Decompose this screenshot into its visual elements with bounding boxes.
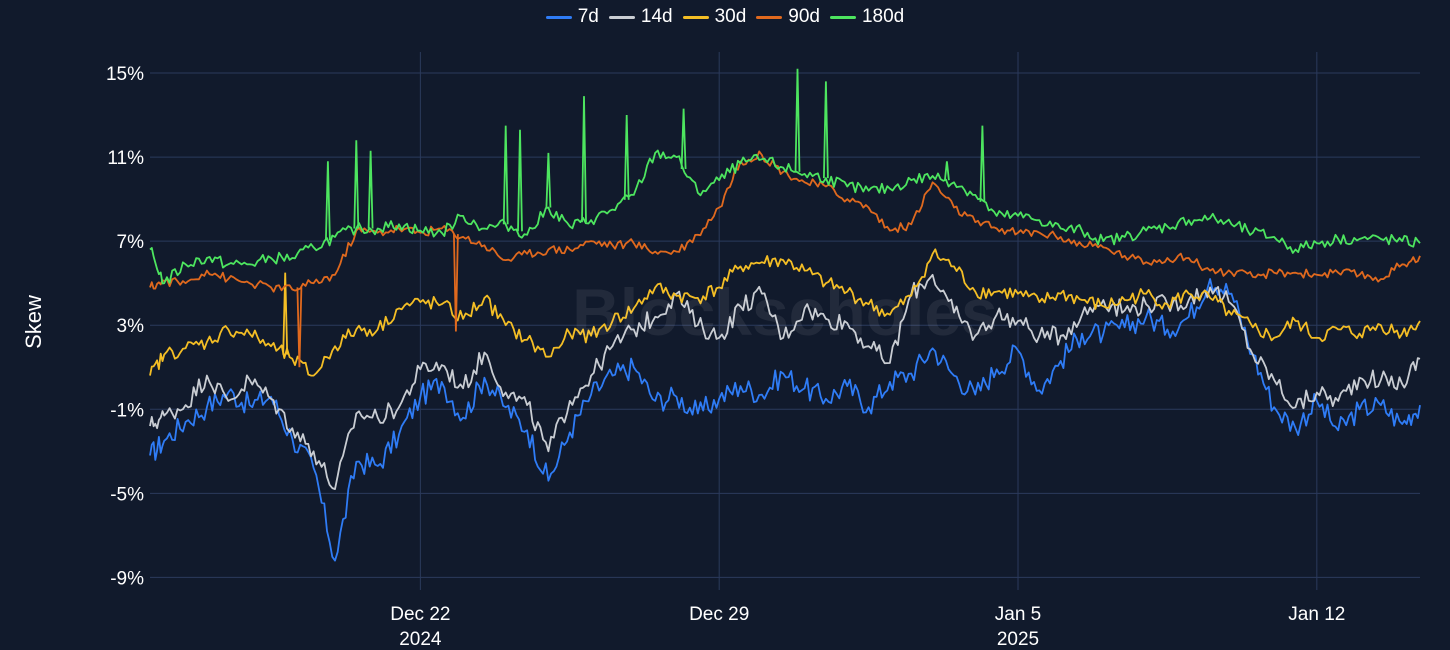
series-spike-180d	[517, 129, 523, 232]
series-spike-180d	[823, 81, 829, 179]
y-axis-ticks: 15% 11% 7% 3% -1% -5% -9%	[106, 64, 144, 589]
legend-label: 180d	[861, 6, 905, 27]
y-tick-label: -9%	[110, 568, 144, 589]
x-tick-label: Jan 5	[995, 604, 1041, 625]
legend-swatch	[829, 15, 856, 19]
series-spike-180d	[944, 161, 950, 181]
x-tick-year-label: 2024	[399, 629, 442, 650]
series-spike-180d	[623, 114, 630, 200]
y-tick-label: -1%	[110, 400, 144, 421]
y-tick-label: 11%	[107, 148, 144, 169]
legend-item-14d[interactable]: 14d	[608, 6, 673, 28]
legend-swatch	[756, 15, 783, 19]
legend-label: 14d	[640, 6, 673, 27]
series-spike-180d	[325, 161, 331, 241]
series-spike-180d	[367, 150, 374, 229]
series-lines	[149, 68, 1421, 562]
x-tick-label: Dec 22	[390, 604, 450, 625]
series-spike-180d	[794, 68, 801, 172]
legend-label: 30d	[714, 6, 747, 27]
series-spike-90d	[453, 234, 459, 332]
series-spike-180d	[353, 140, 360, 229]
series-spike-180d	[502, 125, 509, 225]
legend-swatch	[608, 15, 635, 19]
x-tick-label: Jan 12	[1288, 604, 1345, 625]
series-line-14d	[149, 273, 1421, 490]
legend-item-180d[interactable]: 180d	[829, 6, 905, 28]
legend-item-30d[interactable]: 30d	[682, 6, 747, 28]
watermark: Blockscholes	[572, 275, 998, 349]
series-line-180d	[149, 149, 1421, 285]
series-spike-90d	[296, 287, 303, 368]
legend: 7d 14d 30d 90d 180d	[0, 6, 1450, 28]
x-axis-ticks: Dec 22 2024 Dec 29 Jan 5 2025 Jan 12	[390, 604, 1345, 650]
y-tick-label: 3%	[117, 316, 145, 337]
legend-label: 90d	[788, 6, 820, 27]
series-spike-180d	[979, 125, 986, 202]
legend-swatch	[545, 15, 572, 19]
legend-swatch	[682, 15, 709, 19]
x-tick-label: Dec 29	[689, 604, 749, 625]
grid-lines	[150, 52, 1420, 590]
y-axis-title: Skew	[21, 295, 46, 349]
series-line-7d	[149, 278, 1421, 562]
legend-item-7d[interactable]: 7d	[545, 6, 599, 28]
series-spike-180d	[680, 108, 687, 170]
x-tick-year-label: 2025	[997, 629, 1039, 650]
legend-item-90d[interactable]: 90d	[756, 6, 820, 28]
y-tick-label: -5%	[110, 484, 144, 505]
series-spike-30d	[282, 272, 289, 355]
y-tick-label: 7%	[117, 232, 145, 253]
series-spike-180d	[545, 152, 552, 208]
legend-label: 7d	[577, 6, 599, 27]
series-spike-180d	[581, 96, 587, 223]
series-line-30d	[149, 248, 1421, 377]
y-tick-label: 15%	[106, 64, 144, 85]
